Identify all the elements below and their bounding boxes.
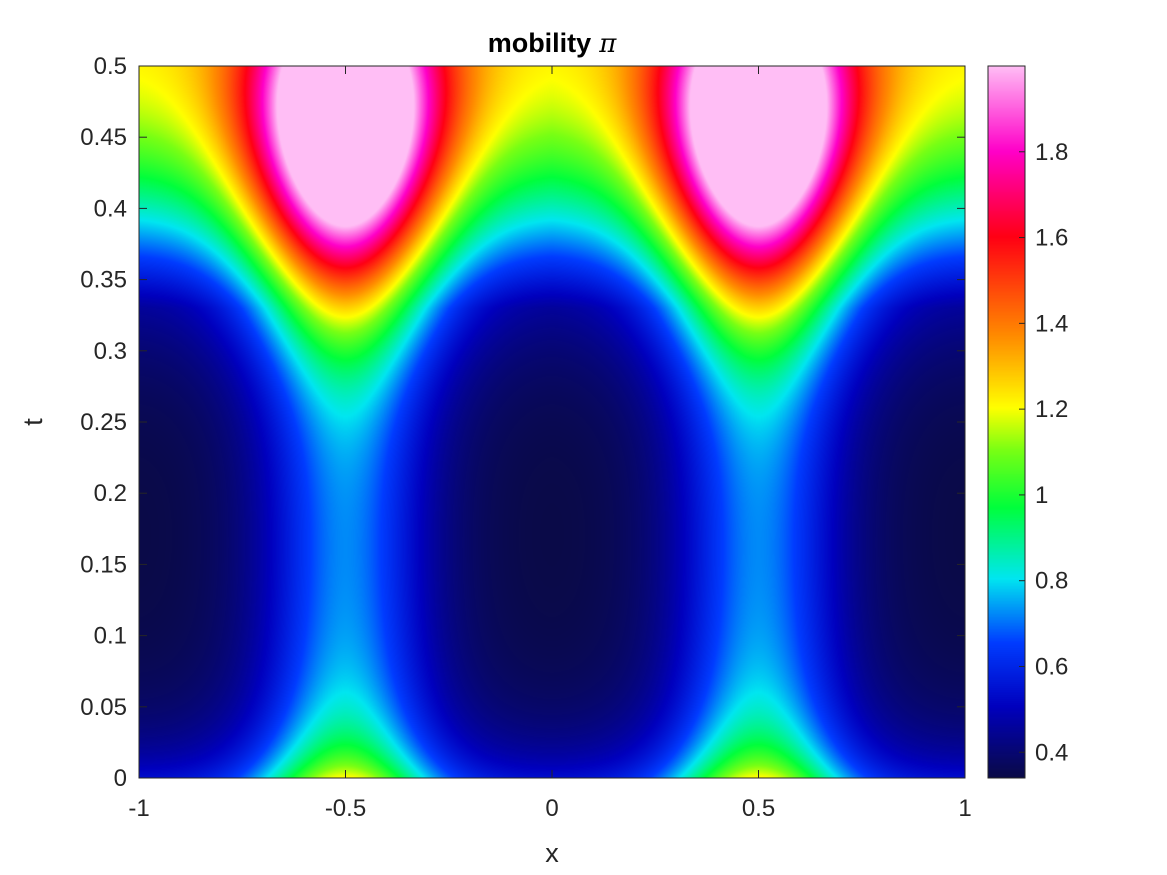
colorbar-tick-label: 1 <box>1035 482 1048 509</box>
y-axis-label: t <box>18 418 48 426</box>
y-tick-label: 0.15 <box>80 551 127 578</box>
y-tick-label: 0.05 <box>80 694 127 721</box>
colorbar-tick-label: 1.6 <box>1035 225 1068 252</box>
colorbar-tick-label: 1.8 <box>1035 139 1068 166</box>
y-tick-label: 0 <box>114 765 127 792</box>
x-tick-label: 1 <box>958 795 971 822</box>
x-tick-label: -1 <box>128 795 149 822</box>
y-tick-label: 0.4 <box>94 195 127 222</box>
x-tick-label: -0.5 <box>325 795 366 822</box>
colorbar-frame <box>987 65 1026 779</box>
colorbar-tick-label: 1.4 <box>1035 310 1068 337</box>
chart-title-symbol: π <box>598 29 617 59</box>
colorbar-tick-label: 0.8 <box>1035 568 1068 595</box>
plot-frame <box>138 65 966 779</box>
y-tick-label: 0.25 <box>80 409 127 436</box>
colorbar-ticks: 0.4 0.6 0.8 1 1.2 1.4 1.6 1.8 <box>1019 139 1068 766</box>
x-axis-label: x <box>545 838 559 868</box>
y-tick-label: 0.2 <box>94 480 127 507</box>
y-tick-label: 0.45 <box>80 124 127 151</box>
heatmap-plot-area <box>139 66 965 778</box>
chart-title: mobility π <box>488 28 618 59</box>
y-tick-label: 0.1 <box>94 623 127 650</box>
y-tick-label: 0.5 <box>94 53 127 80</box>
colorbar-tick-label: 0.6 <box>1035 653 1068 680</box>
x-axis-ticks: -1 -0.5 0 0.5 1 <box>128 66 972 822</box>
x-tick-label: 0.5 <box>742 795 775 822</box>
y-tick-label: 0.35 <box>80 267 127 294</box>
chart-title-text: mobility <box>488 28 592 58</box>
colorbar <box>988 66 1025 778</box>
colorbar-tick-label: 1.2 <box>1035 396 1068 423</box>
colorbar-tick-label: 0.4 <box>1035 739 1068 766</box>
y-axis-ticks: 0 0.05 0.1 0.15 0.2 0.25 0.3 0.35 0.4 0.45 0.5 <box>80 53 965 792</box>
y-tick-label: 0.3 <box>94 338 127 365</box>
x-tick-label: 0 <box>545 795 558 822</box>
